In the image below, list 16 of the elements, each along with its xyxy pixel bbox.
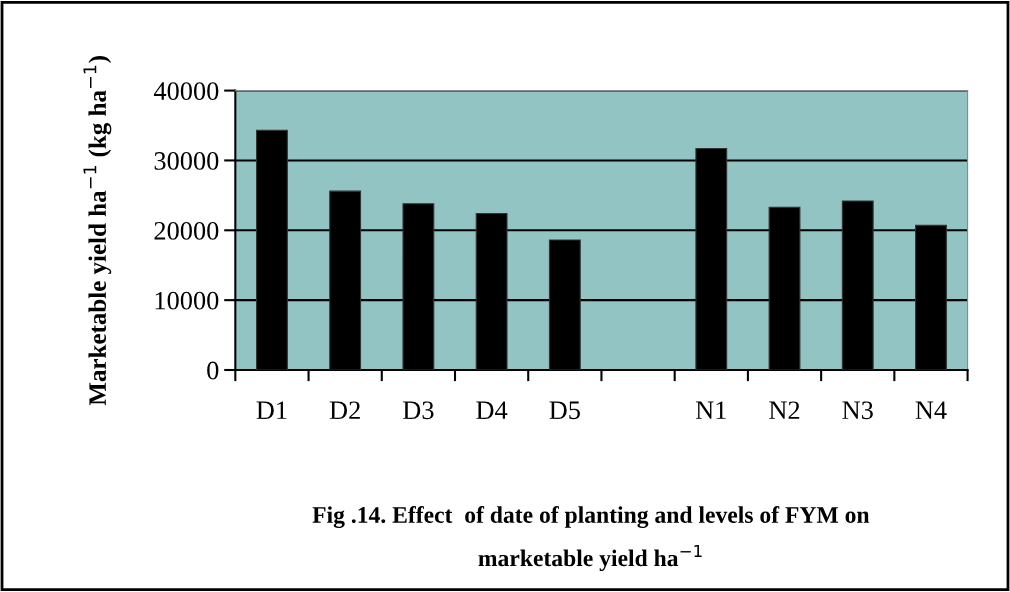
x-tick-label: D4	[476, 401, 508, 419]
x-tick-label: N3	[842, 401, 873, 420]
text: Fig .14. Effect of date of planting and levels of FYM on marketable yield ha$^{−1}$	[312, 506, 870, 572]
x-tick-label: N2	[769, 401, 800, 419]
x-tick-label: D5	[549, 401, 580, 420]
x-tick-label: D1	[256, 401, 287, 419]
x-tick-label: D3	[403, 401, 434, 420]
y-tick-label: 40000	[153, 82, 219, 100]
y-axis-title: Marketable yield ha$^{−1}$ (kg ha$^{−1}$)	[83, 56, 112, 406]
y-tick-label: 10000	[155, 291, 219, 310]
y-tick-label: 0	[207, 361, 219, 380]
y-tick-label: 20000	[154, 221, 219, 240]
x-tick-label: N1	[695, 401, 726, 419]
x-tick-label: N4	[915, 401, 947, 419]
x-tick-label: D2	[329, 401, 360, 419]
y-tick-label: 30000	[154, 152, 219, 170]
